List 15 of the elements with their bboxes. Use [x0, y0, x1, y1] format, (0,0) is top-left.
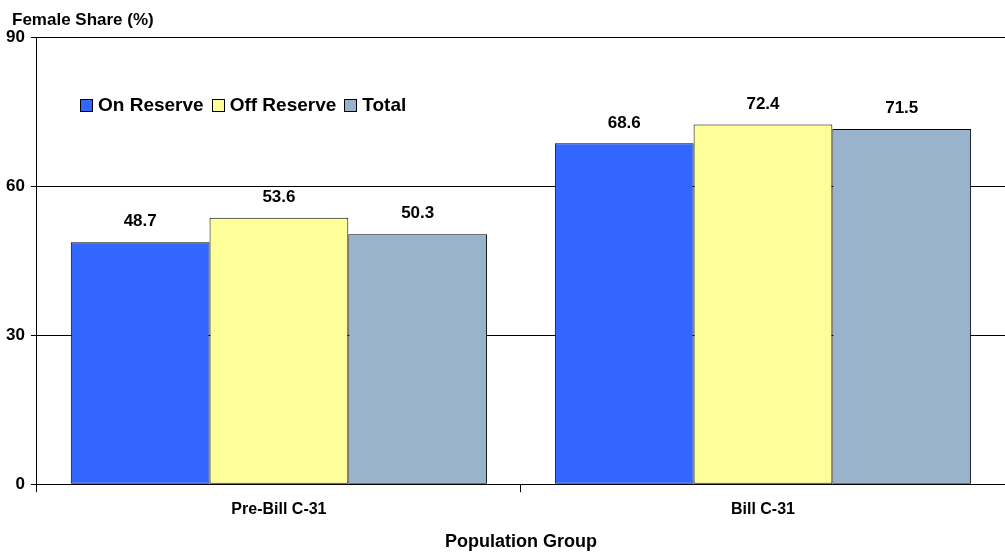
- y-tick-label: 30: [5, 324, 25, 344]
- data-label: 71.5: [885, 98, 919, 118]
- data-label: 68.6: [607, 112, 641, 132]
- legend-label: Off Reserve: [229, 94, 337, 116]
- data-label: 50.3: [401, 203, 435, 223]
- data-label: 72.4: [746, 93, 781, 113]
- x-tick-label: Pre-Bill C-31: [231, 500, 327, 518]
- y-tick-label: 60: [5, 175, 25, 195]
- y-tick-label: 0: [15, 473, 25, 493]
- data-label: 48.7: [123, 211, 157, 231]
- data-label: 53.6: [262, 187, 296, 207]
- legend-label: On Reserve: [98, 94, 204, 116]
- x-tick-label: Bill C-31: [730, 500, 796, 518]
- legend-label: Total: [362, 94, 407, 116]
- x-axis-title: Population Group: [444, 531, 597, 552]
